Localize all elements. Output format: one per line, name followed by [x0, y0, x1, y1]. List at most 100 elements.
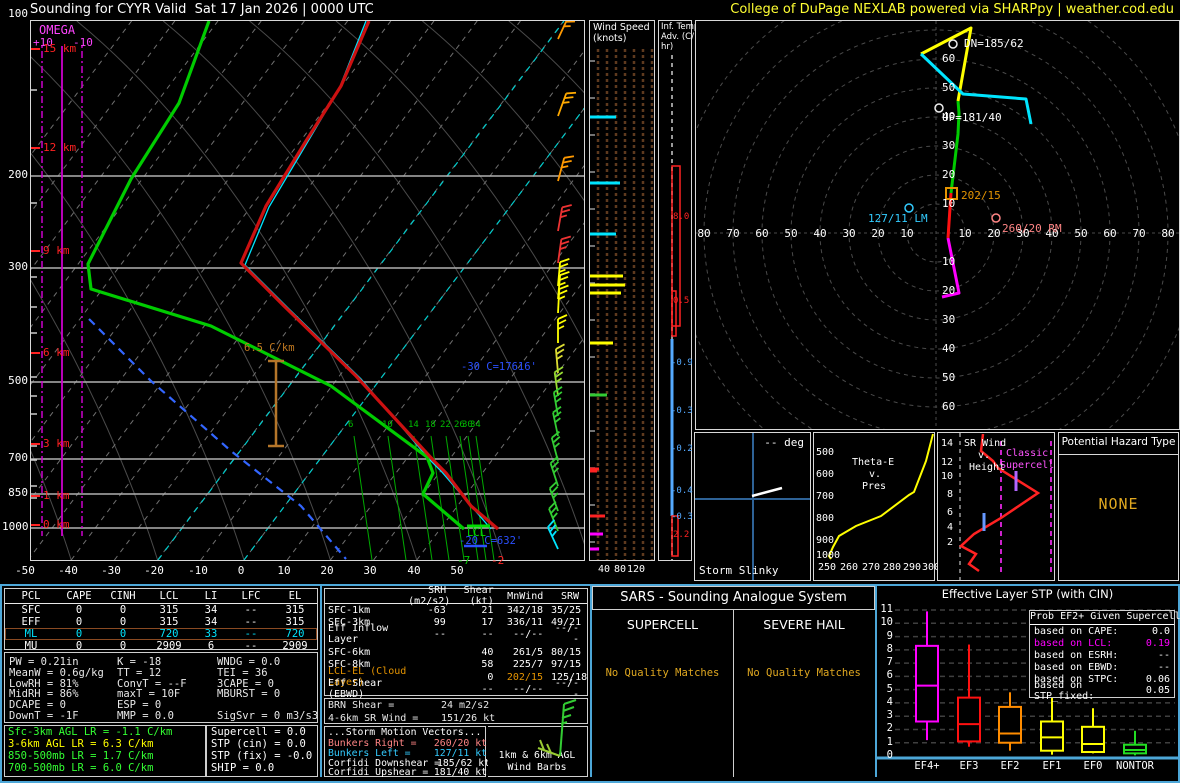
table-row: ML 0 0 720 33 -- 720 — [5, 628, 317, 640]
table-row: Eff Inflow Layer -- -- --/-- --/-- — [325, 623, 587, 645]
stp-ytick: 10 — [880, 616, 893, 629]
height-label: 12 km — [43, 141, 77, 154]
table-cell: 33 — [204, 628, 218, 640]
hazard-title: Potential Hazard Type — [1061, 436, 1176, 448]
table-cell: SFC-1km — [328, 604, 371, 616]
hodo-ring-label: 20 — [942, 284, 956, 297]
srwind-title-2: v. — [978, 450, 991, 461]
table-cell: 720 — [285, 628, 305, 640]
thermo-value: MeanW = 0.6g/kg — [9, 666, 104, 679]
lapse-rate-value: 700-500mb LR = 6.0 C/km — [8, 762, 154, 774]
minus30-height-label: -30 C=17616' — [461, 361, 537, 373]
hodo-ring-label: 10 — [942, 197, 956, 210]
table-cell: -- — [244, 628, 258, 640]
srwind-ylabel: 6 — [946, 507, 953, 518]
hodo-ring-label: 10 — [942, 255, 956, 268]
table-cell: Eff Inflow Layer — [328, 623, 389, 646]
adv-title-1: Inf. Temp. — [661, 22, 703, 32]
stp-category: EF1 — [1042, 760, 1062, 772]
hodo-ring-label: 40 — [813, 227, 827, 240]
height-label: 3 km — [43, 437, 70, 450]
advection-plot — [670, 55, 681, 560]
table-cell: Shear (kt) — [463, 585, 494, 607]
thermo-value: MidRH = 86% — [9, 688, 79, 701]
wind-axis-label: 40 — [597, 564, 611, 575]
hodo-ring-label: 40 — [942, 342, 956, 355]
divider-3 — [875, 586, 877, 777]
corfidi-up-label: UP=181/40 — [942, 111, 1002, 124]
page-title: Sounding for CYYR Valid Sat 17 Jan 2026 … — [30, 2, 374, 17]
table-cell: 21 — [481, 604, 494, 616]
storm-motion-row: Corfidi Upshear = 181/40 kt — [325, 767, 487, 779]
height-label: 1 km — [43, 489, 70, 502]
table-cell: 40 — [481, 647, 494, 659]
storm-motion-block: ...Storm Motion Vectors... Bunkers Right… — [324, 726, 490, 779]
table-cell: 0 — [487, 671, 494, 683]
hodo-ring-label: 60 — [942, 400, 956, 413]
lapse-rate-value: 3-6km AGL LR = 6.3 C/km — [8, 738, 154, 750]
table-cell: --/-- — [513, 683, 544, 695]
hodo-ring-label: 10 — [958, 227, 972, 240]
stp-probability-row: based on STP_fixed: 0.05 — [1030, 680, 1174, 702]
table-cell: 49/21 — [551, 616, 582, 628]
thermo-value: ConvT = --F — [117, 677, 187, 690]
hodo-ring-label: 30 — [1016, 227, 1030, 240]
temp-axis-label: -50 — [15, 564, 35, 577]
storm-motion-header: ...Storm Motion Vectors... — [328, 727, 482, 738]
thermo-value: TEI = 36 — [217, 666, 268, 679]
corfidi-downshear-marker — [948, 39, 958, 49]
thetae-xlabel: 300 — [922, 562, 941, 573]
storm-motion-row: Bunkers Left = 127/11 kt — [325, 748, 487, 760]
skewt-plot — [31, 21, 584, 560]
thetae-ylabel: 700 — [816, 491, 835, 502]
table-row: EFF 0 0 315 34 -- 315 — [5, 616, 317, 628]
parcel-table: PCL CAPE CINH LCL LI LFC EL SFC 0 0 315 34 -- 315 EFF 0… — [4, 588, 318, 652]
table-cell: CAPE — [66, 590, 92, 602]
table-row: SFC-8km 58 225/7 97/15 — [325, 659, 587, 671]
hodo-ring-label: 30 — [942, 139, 956, 152]
temperature-trace — [239, 21, 500, 531]
hodo-ring-label: 20 — [871, 227, 885, 240]
storm-motion-value: 127/11 kt — [433, 748, 487, 760]
pressure-label: 100 — [8, 7, 28, 20]
storm-motion-label: Bunkers Right = — [328, 738, 417, 750]
stp-probability-row: based on CAPE: 0.0 — [1030, 626, 1174, 638]
slinky-title: Storm Slinky — [699, 564, 779, 578]
sr46-label: 4-6km SR Wind = — [328, 713, 419, 724]
thermo-value: TT = 12 — [117, 666, 162, 679]
stp-category: EF3 — [959, 760, 979, 772]
credit-link: College of DuPage NEXLAB powered via SHA… — [730, 2, 1174, 17]
hodo-ring-label: 10 — [900, 227, 914, 240]
lapse-rate-value: 850-500mb LR = 1.7 C/km — [8, 750, 154, 762]
thermo-value: SigSvr = 0 m3/s3 — [217, 709, 319, 722]
storm-motion-value: 185/62 kt — [437, 757, 491, 769]
table-cell: 125/18 — [551, 671, 588, 683]
storm-motion-value: 181/40 kt — [433, 767, 487, 779]
temp-axis-label: 20 — [320, 564, 334, 577]
thetae-panel: Theta-E v. Pres 500 600 700 800 900 1000 250 2… — [813, 432, 940, 581]
table-cell: PCL — [21, 590, 41, 602]
lapse-rate-marker — [268, 359, 284, 448]
indices-table: Supercell = 0.0 STP (cin) = 0.0 STP (fix) … — [206, 725, 318, 777]
temp-axis-label: 40 — [407, 564, 421, 577]
pressure-label: 200 — [8, 168, 28, 181]
table-cell: 315 — [159, 604, 179, 616]
hodo-ring-label: 50 — [1074, 227, 1088, 240]
thetae-xlabel: 280 — [883, 562, 902, 573]
thetae-title-3: Pres — [862, 481, 887, 492]
thermo-value: PW = 0.21in — [9, 656, 79, 668]
advection-value: -0.2 — [671, 444, 693, 454]
stp-legend-title: Prob EF2+ Given Supercell — [1030, 611, 1180, 625]
height-label: 9 km — [43, 244, 70, 257]
table-cell: 720 — [159, 628, 179, 640]
stp-prob-value: 0.06 — [1145, 673, 1170, 685]
wind-speed-panel: Wind Speed (knots) — [589, 20, 655, 561]
thermo-value: 3CAPE = 0 — [217, 677, 274, 690]
lapse-rate-label: 6.5 C/km — [244, 342, 295, 354]
thermo-value: DCAPE = 0 — [9, 699, 66, 712]
storm-motion-label: Corfidi Downshear = — [328, 757, 441, 769]
table-cell: 261/5 — [512, 647, 543, 659]
table-row: SFC-6km 40 261/5 80/15 — [325, 647, 587, 659]
stp-ytick: 7 — [886, 656, 893, 669]
